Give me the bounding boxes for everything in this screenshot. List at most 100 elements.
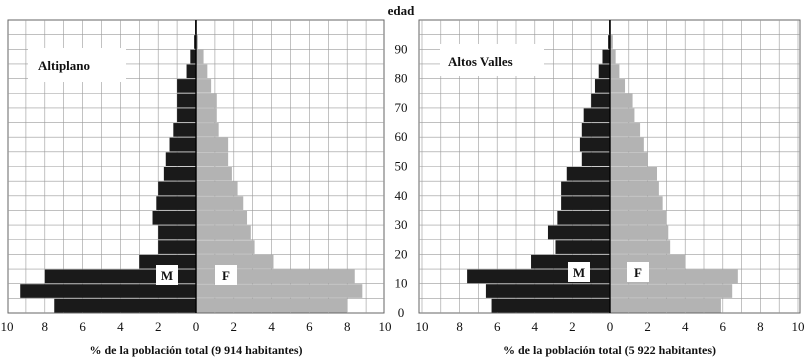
age-axis-title: edad (388, 3, 416, 18)
x-tick-label: 6 (306, 319, 313, 334)
female-bar (610, 210, 667, 225)
male-bar (547, 225, 610, 240)
male-bar (186, 64, 196, 79)
x-tick-label: 6 (79, 319, 86, 334)
x-tick-label: 4 (117, 319, 124, 334)
female-bar (610, 225, 669, 240)
female-bar (196, 181, 238, 196)
x-tick-label: 8 (757, 319, 764, 334)
female-bar (196, 167, 232, 181)
male-bar (579, 137, 610, 152)
male-bar (581, 123, 610, 137)
age-tick-label: 50 (395, 159, 408, 174)
age-tick-label: 40 (395, 188, 408, 203)
age-tick-label: 0 (398, 305, 405, 320)
female-bar (196, 240, 255, 254)
chart-title-box (440, 44, 544, 76)
x-tick-label: 0 (607, 319, 614, 334)
male-bar (190, 49, 196, 64)
male-bar (594, 79, 610, 93)
age-tick-label: 70 (395, 100, 408, 115)
x-tick-label: 8 (456, 319, 463, 334)
male-bar (485, 284, 610, 298)
x-tick-label: 6 (494, 319, 501, 334)
x-tick-label: 2 (231, 319, 238, 334)
male-bar (165, 152, 196, 166)
female-bar (610, 35, 613, 49)
female-bar (610, 49, 616, 64)
male-bar (591, 93, 610, 108)
x-tick-label: 4 (268, 319, 275, 334)
male-bar (602, 49, 610, 64)
x-tick-label: 10 (416, 319, 429, 334)
female-label-box (627, 262, 649, 282)
x-tick-label: 4 (682, 319, 689, 334)
age-tick-label: 60 (395, 129, 408, 144)
female-bar (610, 79, 626, 93)
female-bar (610, 167, 657, 181)
male-bar (158, 181, 196, 196)
x-tick-label: 8 (344, 319, 351, 334)
female-bar (196, 123, 219, 137)
female-bar (610, 196, 663, 210)
male-label: M (573, 265, 585, 280)
male-bar (598, 64, 610, 79)
female-bar (196, 152, 229, 166)
x-tick-label: 4 (532, 319, 539, 334)
chart-title-box (28, 48, 126, 82)
male-bar (177, 93, 196, 108)
x-tick-label: 8 (42, 319, 49, 334)
chart-title: Altiplano (38, 58, 90, 73)
x-tick-label: 0 (193, 319, 200, 334)
x-tick-label: 2 (644, 319, 651, 334)
female-bar (196, 225, 251, 240)
male-bar (54, 298, 196, 313)
female-bar (196, 284, 363, 298)
female-bar (196, 137, 229, 152)
age-tick-label: 90 (395, 41, 408, 56)
x-tick-label: 2 (155, 319, 162, 334)
x-tick-label: 10 (1, 319, 14, 334)
male-bar (158, 240, 196, 254)
male-bar (555, 240, 610, 254)
male-bar (152, 210, 196, 225)
male-bar (169, 137, 196, 152)
female-label: F (634, 265, 642, 280)
female-bar (610, 137, 644, 152)
female-bar (610, 108, 635, 123)
male-bar (194, 35, 196, 49)
female-bar (196, 64, 208, 79)
age-tick-label: 20 (395, 246, 408, 261)
female-bar (610, 298, 721, 313)
male-bar (20, 284, 197, 298)
age-tick-label: 30 (395, 217, 408, 232)
female-bar (610, 240, 671, 254)
female-bar (196, 108, 217, 123)
female-label: F (222, 268, 230, 283)
female-bar (196, 298, 348, 313)
x-tick-label: 10 (792, 319, 805, 334)
female-bar (196, 35, 198, 49)
x-tick-label: 6 (720, 319, 727, 334)
male-bar (177, 108, 196, 123)
male-label: M (161, 268, 173, 283)
male-bar (583, 108, 610, 123)
male-bar (561, 196, 610, 210)
male-bar (608, 35, 610, 49)
female-bar (610, 123, 641, 137)
female-bar (610, 284, 733, 298)
female-label-box (215, 265, 237, 285)
female-bar (196, 79, 212, 93)
chart-title: Altos Valles (448, 54, 513, 69)
male-bar (156, 196, 196, 210)
x-tick-label: 10 (379, 319, 392, 334)
age-tick-label: 80 (395, 71, 408, 86)
male-bar (163, 167, 196, 181)
female-bar (610, 181, 659, 196)
male-bar (177, 79, 196, 93)
female-bar (196, 210, 248, 225)
male-label-box (156, 265, 178, 285)
male-label-box (568, 262, 590, 282)
female-bar (196, 93, 217, 108)
